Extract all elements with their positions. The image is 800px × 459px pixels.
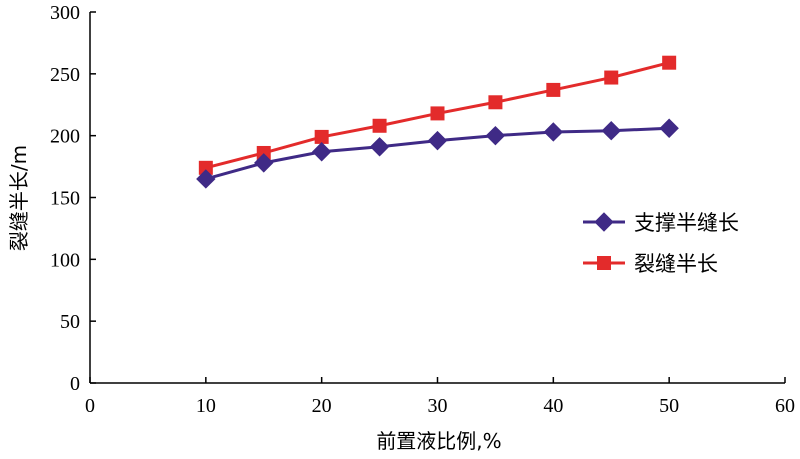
data-point-support: [369, 137, 390, 157]
legend-label-support: 支撑半缝长: [634, 211, 739, 235]
x-tick-label: 20: [312, 395, 332, 417]
y-tick-label: 200: [50, 126, 80, 148]
y-tick-label: 50: [60, 311, 80, 333]
x-tick-label: 30: [428, 395, 448, 417]
axes: [89, 12, 785, 384]
y-tick-label: 100: [50, 249, 80, 271]
x-tick-label: 50: [659, 395, 679, 417]
data-point-support: [311, 142, 332, 162]
series-support: [196, 118, 679, 189]
series-fracture: [198, 55, 677, 175]
legend-marker-support: [594, 212, 614, 232]
x-tick-label: 40: [543, 395, 563, 417]
y-tick-label: 150: [50, 188, 80, 210]
data-point-fracture: [488, 95, 503, 110]
data-point-support: [543, 122, 564, 142]
data-point-fracture: [372, 118, 387, 133]
y-tick-label: 0: [70, 373, 80, 395]
data-point-support: [427, 130, 448, 151]
data-point-fracture: [314, 129, 329, 144]
x-axis-label: 前置液比例,%: [376, 429, 501, 453]
data-point-support: [601, 121, 621, 141]
y-axis-label: 裂缝半长/m: [7, 145, 31, 251]
series-layer: [196, 55, 679, 189]
data-point-support: [485, 125, 506, 146]
ticks: 0 50 100 150 200 250 300 0 10 20 30 40 50 60: [50, 2, 795, 417]
y-tick-label: 300: [50, 2, 80, 24]
data-point-support: [196, 169, 216, 189]
y-tick-label: 250: [50, 64, 80, 86]
data-point-fracture: [604, 70, 619, 85]
data-point-support: [254, 153, 274, 173]
data-point-fracture: [430, 106, 445, 121]
x-tick-label: 60: [775, 395, 795, 417]
data-point-fracture: [662, 55, 677, 70]
x-tick-label: 0: [85, 395, 95, 417]
data-point-fracture: [546, 82, 561, 97]
legend-item-fracture: 裂缝半长: [583, 252, 718, 276]
legend-label-fracture: 裂缝半长: [634, 252, 718, 276]
data-point-support: [659, 118, 679, 138]
legend-marker-fracture: [597, 256, 611, 270]
x-tick-label: 10: [196, 395, 216, 417]
legend-item-support: 支撑半缝长: [583, 211, 739, 235]
